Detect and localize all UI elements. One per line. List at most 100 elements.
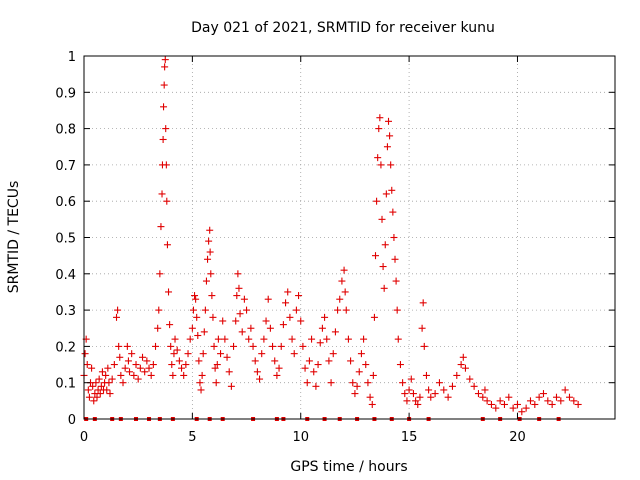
data-point (422, 371, 430, 379)
data-point (132, 361, 140, 369)
data-point (288, 335, 296, 343)
data-point (233, 292, 241, 300)
data-point (204, 255, 212, 263)
data-point (301, 364, 309, 372)
data-point (531, 400, 539, 408)
data-point (342, 306, 350, 314)
data-point (316, 339, 324, 347)
data-point (321, 313, 329, 321)
data-point (392, 277, 400, 285)
data-point (353, 382, 361, 390)
data-point (419, 299, 427, 307)
data-point (526, 397, 534, 405)
data-point (162, 161, 170, 169)
data-point (238, 328, 246, 336)
x-tick-label: 15 (401, 430, 418, 445)
data-point (308, 335, 316, 343)
x-axis: 0 5 10 15 20 (80, 56, 526, 445)
data-point (102, 371, 110, 379)
y-tick-label: 0.6 (55, 195, 76, 210)
data-point (557, 397, 565, 405)
data-point (166, 321, 174, 329)
data-point (427, 393, 435, 401)
data-point (123, 342, 131, 350)
data-point (295, 292, 303, 300)
data-point (474, 390, 482, 398)
data-point (461, 364, 469, 372)
data-point (88, 364, 96, 372)
data-point (208, 292, 216, 300)
data-point (240, 295, 248, 303)
chart-title: Day 021 of 2021, SRMTID for receiver kun… (191, 20, 495, 36)
grid-lines (84, 56, 615, 419)
data-point (160, 81, 168, 89)
data-point (407, 375, 415, 383)
data-point (440, 386, 448, 394)
data-point (444, 393, 452, 401)
data-point (168, 361, 176, 369)
y-tick-label: 0.4 (55, 268, 76, 283)
data-point (247, 324, 255, 332)
data-point (141, 368, 149, 376)
data-point (85, 393, 93, 401)
data-point (108, 375, 116, 383)
data-point (409, 390, 417, 398)
data-point (96, 390, 104, 398)
data-point (382, 190, 390, 198)
data-point (171, 335, 179, 343)
data-point (175, 357, 183, 365)
data-point (314, 361, 322, 369)
data-point (266, 324, 274, 332)
data-point (483, 397, 491, 405)
data-point (284, 288, 292, 296)
data-point (234, 270, 242, 278)
data-point (178, 364, 186, 372)
data-point (106, 390, 114, 398)
data-point (205, 237, 213, 245)
data-point (230, 342, 238, 350)
data-point (466, 375, 474, 383)
data-point (262, 317, 270, 325)
data-point (388, 186, 396, 194)
data-point (194, 332, 202, 340)
data-point (103, 386, 111, 394)
data-point (235, 284, 243, 292)
data-point (186, 335, 194, 343)
data-point (548, 400, 556, 408)
data-point (399, 379, 407, 387)
y-axis: 0 0.1 0.2 0.3 0.4 0.5 0.6 0.7 0.8 0.9 1 (55, 50, 615, 428)
data-point (312, 382, 320, 390)
data-point (251, 357, 259, 365)
x-axis-label: GPS time / hours (290, 459, 407, 475)
data-point (156, 270, 164, 278)
data-point (157, 223, 165, 231)
data-point (84, 386, 92, 394)
data-point (357, 350, 365, 358)
data-point (201, 306, 209, 314)
x-tick-label: 5 (188, 430, 196, 445)
data-point (180, 371, 188, 379)
data-point (425, 386, 433, 394)
data-point (390, 234, 398, 241)
data-point (130, 371, 138, 379)
data-point (393, 306, 401, 314)
data-point (453, 371, 461, 379)
data-point (121, 364, 129, 372)
data-point (535, 393, 543, 401)
data-point (98, 368, 106, 376)
data-point (360, 335, 368, 343)
data-point (544, 397, 552, 405)
data-point (366, 393, 374, 401)
data-point (195, 357, 203, 365)
data-point (258, 350, 266, 358)
data-point (271, 357, 279, 365)
data-point (479, 393, 487, 401)
data-point (416, 393, 424, 401)
data-point (223, 353, 231, 361)
data-point (505, 393, 513, 401)
data-point (189, 306, 197, 314)
data-point (331, 328, 339, 336)
data-point (539, 390, 547, 398)
data-point (378, 215, 386, 223)
